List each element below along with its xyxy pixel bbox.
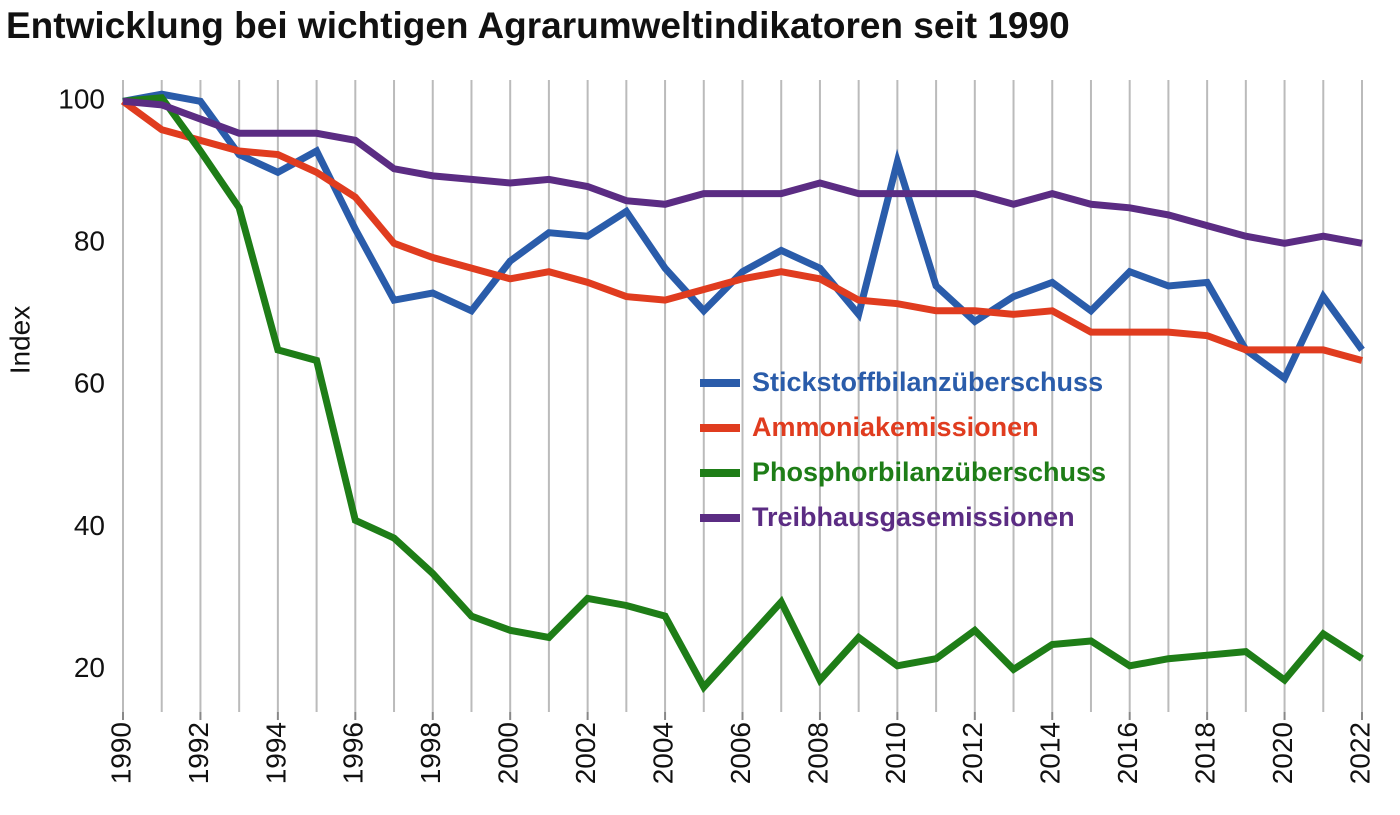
y-axis-label: Index xyxy=(4,306,35,375)
x-tick-label: 2006 xyxy=(725,722,756,784)
x-tick-label: 1994 xyxy=(260,722,291,784)
x-tick-label: 2004 xyxy=(647,722,678,784)
x-tick-label: 2010 xyxy=(880,722,911,784)
data-line xyxy=(120,98,1363,364)
x-tick-label: 2000 xyxy=(493,722,524,784)
x-tick-label: 1996 xyxy=(338,722,369,784)
x-tick-label: 1998 xyxy=(415,722,446,784)
x-tick-label: 2018 xyxy=(1190,722,1221,784)
x-tick-label: 2016 xyxy=(1112,722,1143,784)
chart-title: Entwicklung bei wichtigen Agrarumweltind… xyxy=(6,5,1070,46)
x-tick-label: 2014 xyxy=(1035,722,1066,784)
y-tick-label: 20 xyxy=(74,652,105,683)
y-tick-label: 60 xyxy=(74,368,105,399)
legend-label: Treibhausgasemissionen xyxy=(752,502,1075,532)
legend-label: Ammoniakemissionen xyxy=(752,412,1039,442)
y-tick-label: 80 xyxy=(74,226,105,257)
x-tick-label: 1992 xyxy=(183,722,214,784)
y-tick-label: 100 xyxy=(58,84,105,115)
x-tick-label: 1990 xyxy=(105,722,136,784)
x-tick-label: 2008 xyxy=(802,722,833,784)
y-tick-label: 40 xyxy=(74,510,105,541)
data-line xyxy=(122,94,1364,694)
legend-label: Stickstoffbilanzüberschuss xyxy=(752,367,1103,397)
x-tick-label: 2012 xyxy=(957,722,988,784)
x-tick-label: 2020 xyxy=(1267,722,1298,784)
x-tick-label: 2002 xyxy=(570,722,601,784)
legend-label: Phosphorbilanzüberschuss xyxy=(752,457,1106,487)
x-tick-label: 2022 xyxy=(1344,722,1375,784)
data-line xyxy=(122,97,1363,247)
